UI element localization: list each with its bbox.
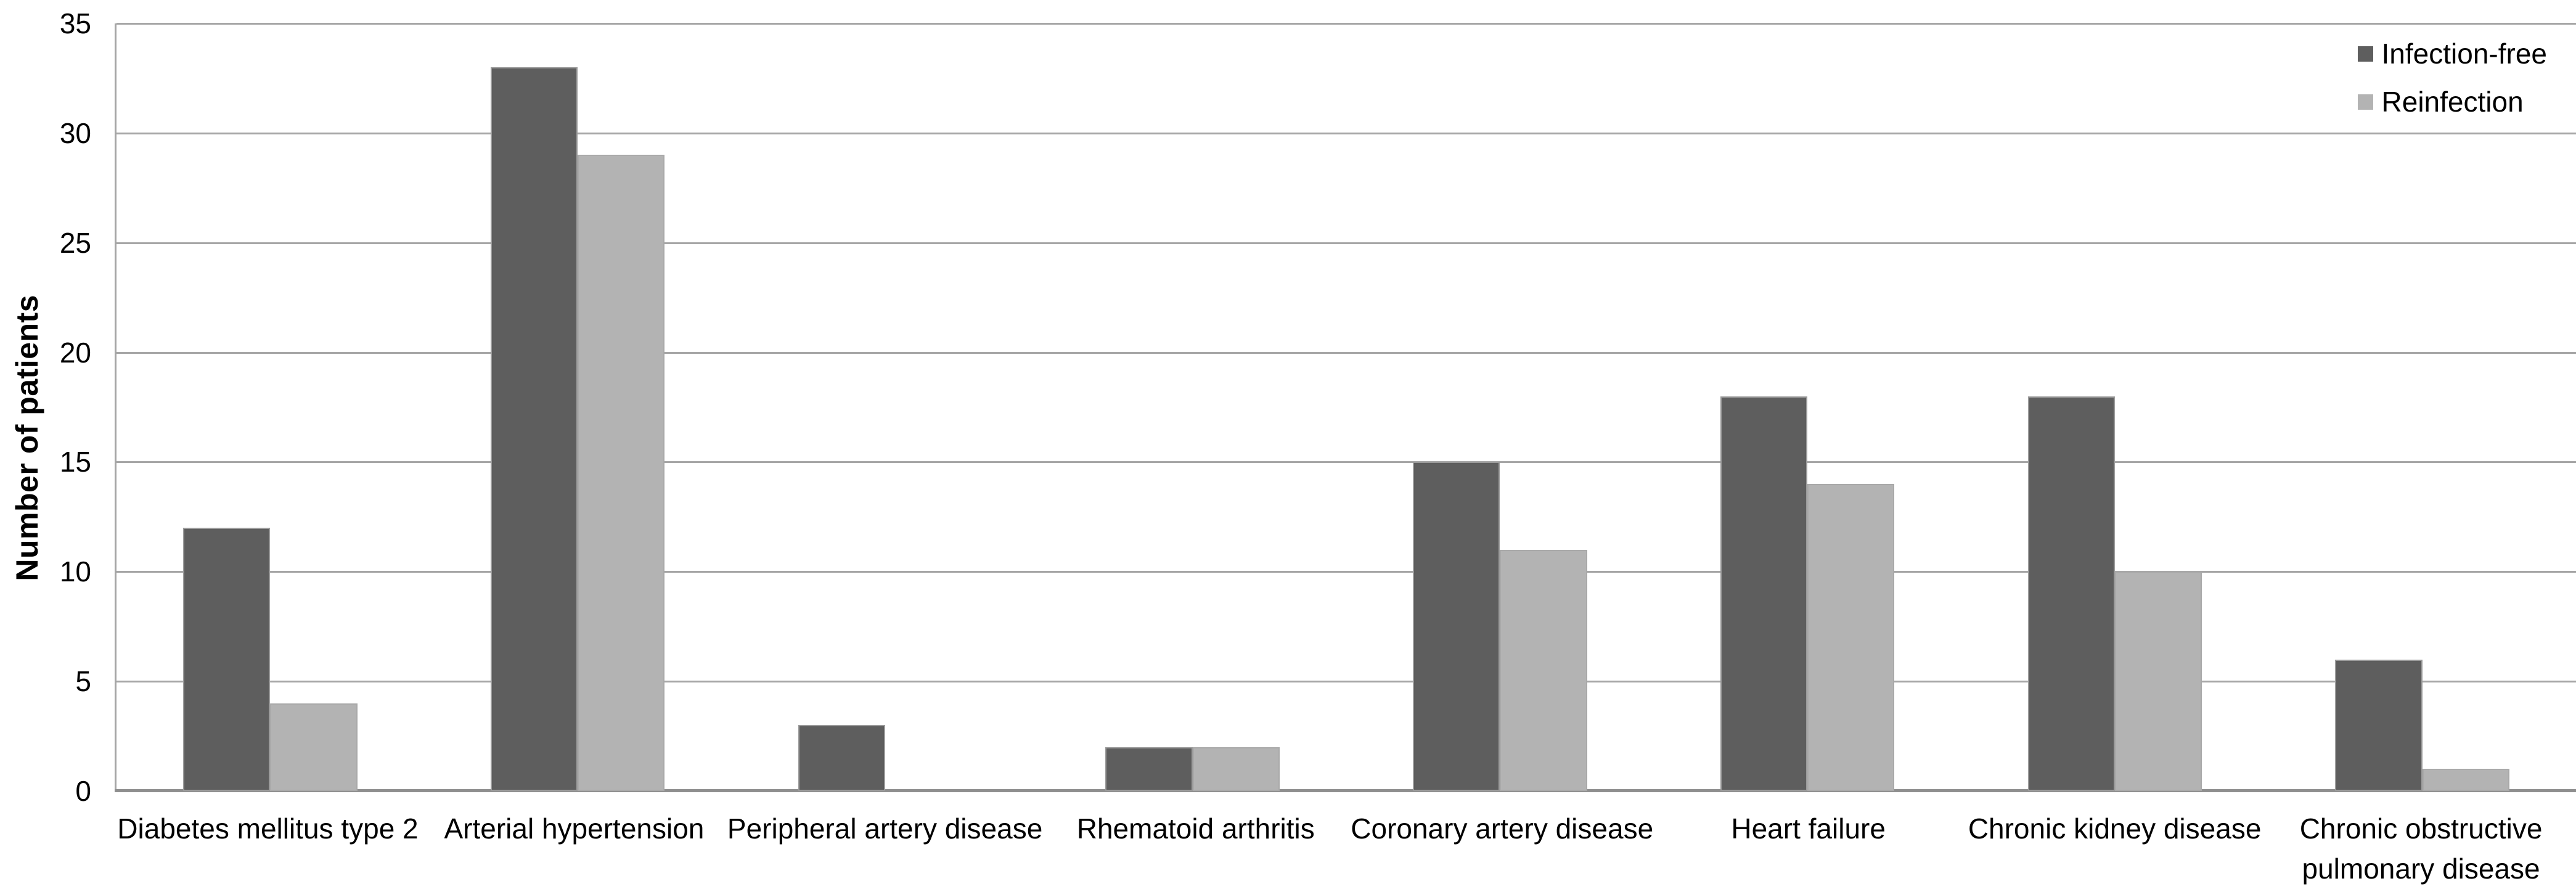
x-axis-label-line: Peripheral artery disease: [727, 813, 1043, 845]
x-axis-line: [115, 789, 2576, 792]
legend-label: Infection-free: [2381, 38, 2547, 70]
x-axis-label-line: Diabetes mellitus type 2: [117, 813, 419, 845]
legend-swatch-icon: [2357, 94, 2373, 110]
x-axis-label-line: Coronary artery disease: [1351, 813, 1654, 845]
bar-reinfection: [270, 703, 358, 791]
bar-reinfection: [1192, 747, 1280, 791]
bar-infection-free: [490, 67, 578, 791]
gridline-10: [117, 571, 2576, 573]
y-tick-label-35: 35: [59, 7, 91, 39]
x-axis-label-5: Coronary artery disease: [1349, 809, 1655, 889]
x-axis-label-7: Chronic kidney disease: [1961, 809, 2268, 889]
legend-swatch-icon: [2357, 46, 2373, 62]
x-axis-label-line: pulmonary disease: [2302, 853, 2540, 885]
y-tick-label-30: 30: [59, 117, 91, 149]
bar-infection-free: [2335, 659, 2423, 791]
y-tick-label-15: 15: [59, 446, 91, 478]
bar-infection-free: [2027, 396, 2115, 791]
bar-reinfection: [2114, 572, 2202, 791]
x-axis-label-6: Heart failure: [1655, 809, 1961, 889]
category-group-2: [424, 23, 732, 791]
legend-label: Reinfection: [2381, 86, 2524, 118]
bar-reinfection: [578, 155, 665, 791]
gridline-30: [117, 132, 2576, 134]
category-group-4: [1039, 23, 1346, 791]
y-axis-ticks: 0 5 10 15 20 25 30 35: [0, 9, 91, 805]
x-axis-label-2: Arterial hypertension: [421, 809, 727, 889]
category-group-6: [1654, 23, 1961, 791]
bar-infection-free: [183, 528, 271, 791]
x-axis-label-4: Rhematoid arthritis: [1042, 809, 1349, 889]
x-axis-label-line: Chronic obstructive: [2299, 813, 2543, 845]
bar-infection-free: [1720, 396, 1808, 791]
bar-reinfection: [2422, 769, 2509, 791]
x-axis-label-8: Chronic obstructive pulmonary disease: [2268, 809, 2574, 889]
category-group-5: [1346, 23, 1654, 791]
bar-infection-free: [1105, 747, 1193, 791]
bar-reinfection: [1807, 484, 1895, 791]
gridline-35: [117, 23, 2576, 25]
gridline-5: [117, 681, 2576, 683]
gridline-25: [117, 242, 2576, 244]
x-axis-label-line: Arterial hypertension: [444, 813, 705, 845]
y-tick-label-0: 0: [75, 775, 91, 807]
y-tick-label-10: 10: [59, 555, 91, 588]
x-axis-label-line: Rhematoid arthritis: [1076, 813, 1315, 845]
bars-layer: [117, 23, 2576, 791]
category-group-3: [732, 23, 1039, 791]
legend: Infection-free Reinfection: [2357, 38, 2547, 118]
bar-reinfection: [1500, 549, 1587, 791]
gridline-15: [117, 461, 2576, 464]
gridline-20: [117, 351, 2576, 354]
category-group-8: [2268, 23, 2576, 791]
x-axis-label-line: Chronic kidney disease: [1968, 813, 2262, 845]
legend-item-infection-free: Infection-free: [2357, 38, 2547, 70]
plot-area: [115, 23, 2576, 792]
y-tick-label-25: 25: [59, 226, 91, 259]
x-axis-labels: Diabetes mellitus type 2 Arterial hyperte…: [115, 809, 2574, 889]
x-axis-label-1: Diabetes mellitus type 2: [115, 809, 421, 889]
y-tick-label-5: 5: [75, 665, 91, 698]
y-tick-label-20: 20: [59, 336, 91, 369]
category-group-1: [117, 23, 424, 791]
bar-infection-free: [798, 725, 885, 791]
legend-item-reinfection: Reinfection: [2357, 86, 2547, 118]
x-axis-label-3: Peripheral artery disease: [727, 809, 1042, 889]
category-group-7: [1961, 23, 2269, 791]
x-axis-label-line: Heart failure: [1731, 813, 1886, 845]
bar-infection-free: [1413, 462, 1500, 791]
